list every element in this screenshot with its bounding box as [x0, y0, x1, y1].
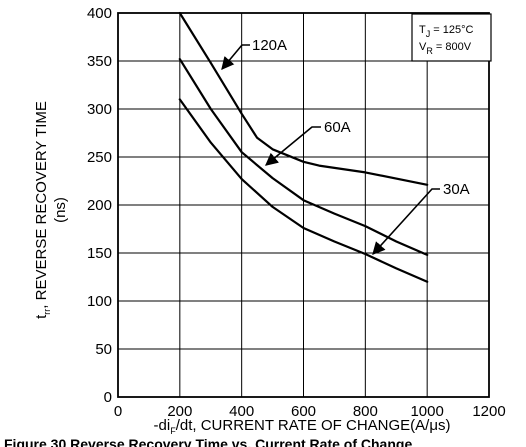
x-tick-label: 200: [167, 403, 192, 420]
y-tick-label: 100: [87, 293, 112, 310]
x-tick-label: 1200: [472, 403, 505, 420]
conditions-box: TJ = 125°C VR = 800V: [411, 13, 492, 62]
y-axis-title: trr, REVERSE RECOVERY TIME (ns): [33, 101, 69, 319]
series-line-30a: [178, 98, 429, 283]
y-tick-label: 50: [95, 341, 112, 358]
x-axis-title: -diF/dt, CURRENT RATE OF CHANGE(A/μs): [154, 417, 451, 436]
annotation-arrow-30a: [372, 188, 440, 255]
x-tick-label: 1000: [410, 403, 443, 420]
annotation-layer: 120A 60A 30A: [221, 37, 470, 255]
plot-frame: [117, 12, 490, 398]
x-tick-label: 400: [229, 403, 254, 420]
series-line-120a: [178, 11, 429, 186]
y-axis-title-line1: trr, REVERSE RECOVERY TIME: [33, 101, 52, 319]
y-axis-title-line2: (ns): [52, 197, 69, 223]
x-tick-label: 0: [114, 403, 122, 420]
tj-condition: TJ = 125°C: [419, 24, 474, 39]
series-layer: [178, 11, 429, 283]
annotation-arrow-60a: [265, 126, 321, 166]
vr-condition: VR = 800V: [419, 41, 472, 56]
y-tick-label: 300: [87, 101, 112, 118]
y-tick-label: 250: [87, 149, 112, 166]
series-label-60a: 60A: [324, 119, 351, 136]
series-line-60a: [178, 57, 429, 256]
annotation-arrow-120a: [221, 44, 250, 70]
y-tick-label: 200: [87, 197, 112, 214]
tick-label-layer: 0 200 400 600 800 1000 1200 0 50 100 150 200 250 300 3…: [87, 5, 506, 420]
grid-layer: [118, 13, 489, 397]
series-label-120a: 120A: [252, 37, 287, 54]
y-tick-label: 350: [87, 53, 112, 70]
conditions-frame: [411, 13, 492, 62]
x-tick-label: 600: [291, 403, 316, 420]
series-label-30a: 30A: [443, 181, 470, 198]
y-tick-label: 400: [87, 5, 112, 22]
figure-caption: Figure 30 Reverse Recovery Time vs. Curr…: [4, 436, 412, 447]
x-tick-label: 800: [353, 403, 378, 420]
y-tick-label: 150: [87, 245, 112, 262]
y-tick-label: 0: [104, 389, 112, 406]
